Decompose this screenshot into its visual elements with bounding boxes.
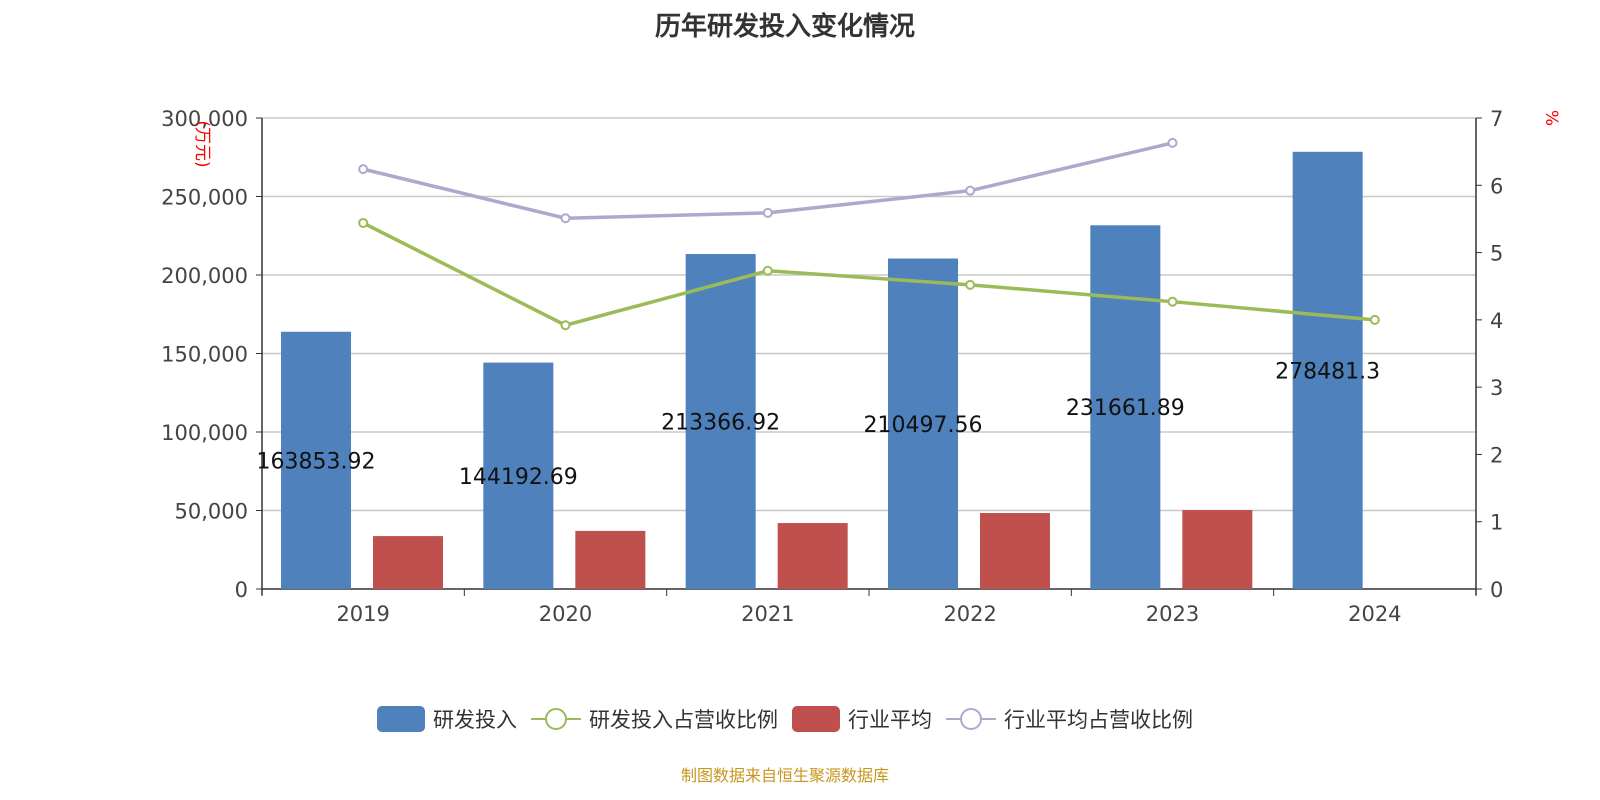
legend-item[interactable]: 行业平均 [792,704,932,734]
legend-line-marker [946,708,996,730]
bar-行业平均 [373,536,443,589]
bar-行业平均 [980,513,1050,589]
point-研发投入占营收比例 [1167,296,1178,307]
bar-研发投入 [1292,151,1363,589]
bar-行业平均 [777,523,848,589]
point-行业平均占营收比例 [358,164,369,175]
left-tick-label: 200,000 [161,264,248,288]
line-行业平均占营收比例 [362,141,1173,221]
right-tick-label: 3 [1490,376,1503,400]
right-tick-label: 4 [1490,309,1503,333]
point-行业平均占营收比例 [762,207,773,218]
point-研发投入占营收比例 [358,217,369,228]
right-tick-label: 2 [1490,443,1503,467]
legend-label: 行业平均占营收比例 [1004,708,1193,732]
legend-item[interactable]: 研发投入 [377,704,517,734]
legend-label: 研发投入占营收比例 [589,708,778,732]
data-label: 144192.69 [459,465,578,490]
bar-研发投入 [281,331,351,589]
legend-swatch [377,706,425,732]
right-tick-label: 0 [1490,578,1503,602]
left-tick-label: 300,000 [161,107,248,131]
point-研发投入占营收比例 [560,320,571,331]
bar-研发投入 [1090,225,1161,589]
point-研发投入占营收比例 [1369,314,1380,325]
legend-swatch [792,706,840,732]
data-label: 213366.92 [661,411,780,436]
chart-title: 历年研发投入变化情况 [654,12,915,42]
legend-label: 研发投入 [433,708,517,732]
x-tick-label: 2020 [539,602,592,626]
legend: 研发投入 研发投入占营收比例 行业平均 行业平均占营收比例 [0,704,1570,734]
bar-行业平均 [1182,510,1253,589]
data-label: 231661.89 [1066,396,1185,421]
x-tick-label: 2019 [336,602,389,626]
x-tick-label: 2021 [741,602,794,626]
bar-研发投入 [685,254,756,590]
legend-label: 行业平均 [848,708,932,732]
x-tick-label: 2023 [1146,602,1199,626]
bar-研发投入 [888,258,958,589]
left-tick-label: 50,000 [175,500,248,524]
point-行业平均占营收比例 [1167,137,1178,148]
left-tick-label: 250,000 [161,186,248,210]
line-研发投入占营收比例 [362,221,1375,328]
data-label: 163853.92 [257,449,376,474]
legend-line-marker [531,708,581,730]
x-tick-label: 2024 [1348,602,1401,626]
point-行业平均占营收比例 [560,213,571,224]
point-行业平均占营收比例 [965,185,976,196]
right-axis-unit: % [1541,110,1561,126]
legend-item[interactable]: 行业平均占营收比例 [946,704,1193,734]
right-tick-label: 5 [1490,242,1503,266]
source-note: 制图数据来自恒生聚源数据库 [680,766,889,785]
left-tick-label: 0 [235,578,248,602]
right-tick-label: 6 [1490,174,1503,198]
bar-行业平均 [575,530,646,589]
left-axis-unit: (万元) [192,120,212,167]
legend-item[interactable]: 研发投入占营收比例 [531,704,778,734]
x-tick-label: 2022 [943,602,996,626]
right-tick-label: 1 [1490,511,1503,535]
point-研发投入占营收比例 [965,279,976,290]
bar-研发投入 [483,362,554,589]
data-label: 278481.3 [1275,359,1380,384]
point-研发投入占营收比例 [762,265,773,276]
right-tick-label: 7 [1490,107,1503,131]
left-tick-label: 100,000 [161,421,248,445]
left-tick-label: 150,000 [161,343,248,367]
data-label: 210497.56 [864,413,983,438]
